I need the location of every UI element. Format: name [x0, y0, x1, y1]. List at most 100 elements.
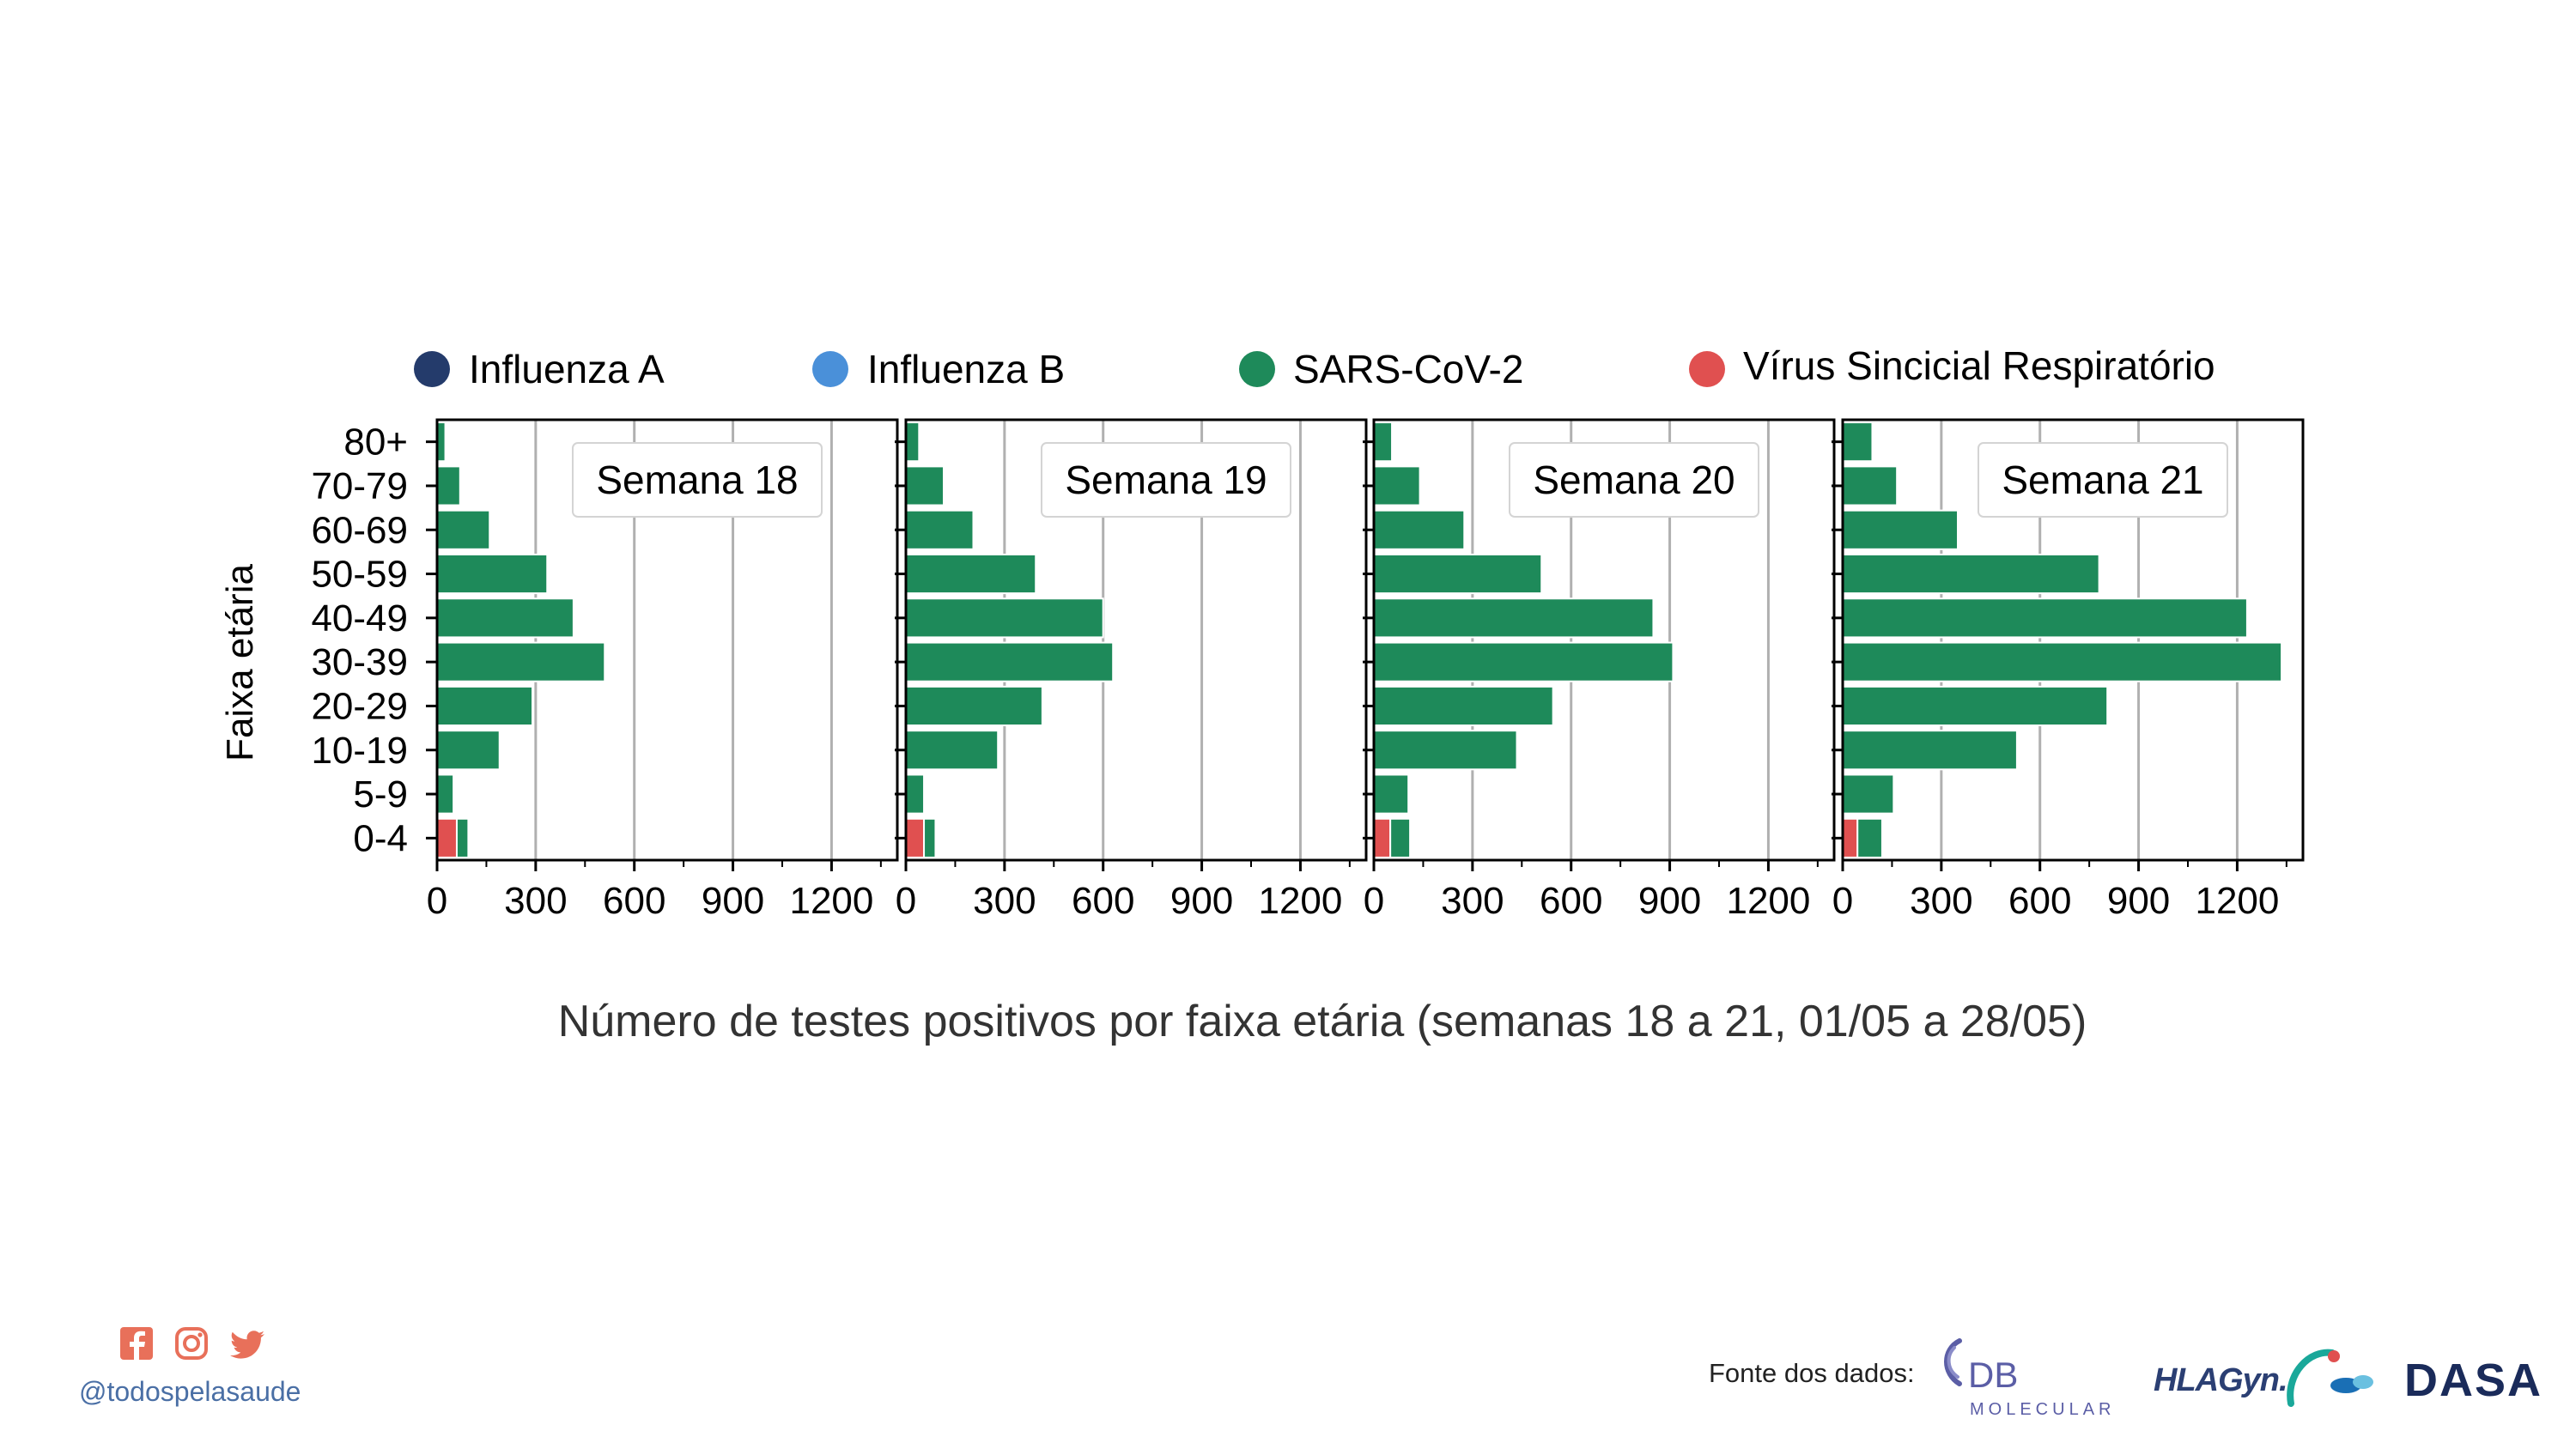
x-tick-label: 0	[1364, 880, 1384, 922]
data-sources: Fonte dos dados: DB MOLECULAR HLAGyn. DA…	[1709, 1338, 2541, 1419]
chart-panels: 0 300 600 900 1200 0-45-910-1920-2930-3940-49…	[311, 418, 2305, 922]
bar-sars-cov-2-20-29	[1373, 685, 1554, 727]
bar-sars-cov-2-30-39	[905, 641, 1115, 682]
bar-vsr-0-4	[1842, 817, 1859, 858]
bar-sars-cov-2-60-69	[1842, 509, 1959, 550]
x-tick-label: 300	[504, 880, 567, 922]
social-links: @todospelasaude	[79, 1327, 301, 1407]
legend-label-vsr: Vírus Sincicial Respiratório	[1743, 343, 2215, 388]
legend: Influenza A Influenza B SARS-CoV-2 Vírus…	[414, 343, 2215, 391]
hlagyn-logo: HLAGyn.	[2154, 1349, 2373, 1407]
bar-sars-cov-2-50-59	[905, 553, 1037, 595]
bar-vsr-0-4	[436, 817, 458, 858]
bar-sars-cov-2-30-39	[436, 641, 606, 682]
y-tick-label: 40-49	[311, 597, 408, 640]
bar-sars-cov-2-10-19	[1842, 730, 2018, 771]
bar-sars-cov-2-30-39	[1842, 641, 2283, 682]
hlagyn-logo-text: HLAGyn.	[2154, 1362, 2287, 1398]
source-label: Fonte dos dados:	[1709, 1358, 1915, 1388]
bar-sars-cov-2-20-29	[905, 685, 1043, 727]
y-tick-label: 10-19	[311, 730, 408, 772]
legend-label-influenza-b: Influenza B	[867, 347, 1065, 391]
bar-sars-cov-2-50-59	[1842, 553, 2100, 595]
panel-title-box	[1509, 442, 1759, 518]
x-tick-label: 0	[896, 880, 916, 922]
y-tick-label: 30-39	[311, 641, 408, 683]
bar-sars-cov-2-50-59	[436, 553, 549, 595]
panel-title: Semana 21	[2002, 458, 2203, 502]
dasa-logo: DASA	[2404, 1355, 2541, 1406]
x-tick-label: 300	[973, 880, 1036, 922]
bar-sars-cov-2-20-29	[1842, 685, 2109, 727]
bar-sars-cov-2-10-19	[436, 730, 501, 771]
twitter-icon[interactable]	[230, 1331, 264, 1359]
y-tick-label: 60-69	[311, 509, 408, 551]
db-logo-main: DB	[1968, 1355, 2018, 1395]
legend-label-influenza-a: Influenza A	[469, 347, 665, 391]
legend-marker-sars-cov-2	[1239, 351, 1275, 387]
bar-sars-cov-2-30-39	[1373, 641, 1674, 682]
bar-sars-cov-2-40-49	[436, 597, 574, 639]
bar-sars-cov-2-10-19	[905, 730, 999, 771]
bar-sars-cov-2-5-9	[1373, 773, 1410, 815]
x-tick-label: 1200	[789, 880, 873, 922]
x-tick-label: 900	[2107, 880, 2170, 922]
panel-title: Semana 20	[1533, 458, 1735, 502]
bar-sars-cov-2-20-29	[436, 685, 534, 727]
y-tick-label: 0-4	[353, 817, 408, 859]
bar-sars-cov-2-80+	[1373, 421, 1394, 463]
bar-sars-cov-2-60-69	[436, 509, 491, 550]
y-tick-label: 5-9	[353, 773, 408, 815]
bar-sars-cov-2-0-4	[1856, 817, 1883, 858]
x-tick-label: 0	[1832, 880, 1853, 922]
bar-sars-cov-2-5-9	[905, 773, 926, 815]
bar-sars-cov-2-70-79	[905, 465, 945, 506]
bar-sars-cov-2-40-49	[905, 597, 1104, 639]
panel-title: Semana 19	[1065, 458, 1267, 502]
panel-title-box	[572, 442, 823, 518]
x-tick-label: 900	[1170, 880, 1233, 922]
bar-sars-cov-2-0-4	[1389, 817, 1412, 858]
figure-caption: Número de testes positivos por faixa etá…	[558, 997, 2087, 1046]
plot-frame	[1841, 418, 2305, 862]
bar-sars-cov-2-0-4	[455, 817, 470, 858]
x-tick-label: 600	[603, 880, 665, 922]
y-tick-label: 50-59	[311, 554, 408, 596]
bar-sars-cov-2-5-9	[1842, 773, 1895, 815]
bar-vsr-0-4	[905, 817, 926, 858]
bar-sars-cov-2-0-4	[923, 817, 937, 858]
x-tick-label: 600	[2008, 880, 2071, 922]
bar-sars-cov-2-50-59	[1373, 553, 1543, 595]
x-tick-label: 600	[1072, 880, 1134, 922]
plot-frame	[1372, 418, 1836, 862]
y-tick-label: 70-79	[311, 465, 408, 507]
bar-sars-cov-2-40-49	[1842, 597, 2248, 639]
chart-panel-2: 0 300 600 900 1200 Semana 19	[895, 418, 1368, 922]
chart-panel-1: 0 300 600 900 1200 0-45-910-1920-2930-3940-49…	[311, 418, 899, 922]
bar-sars-cov-2-60-69	[905, 509, 975, 550]
bar-sars-cov-2-70-79	[1842, 465, 1899, 506]
y-axis-label: Faixa etária	[219, 564, 261, 761]
bar-sars-cov-2-70-79	[1373, 465, 1421, 506]
legend-item-sars-cov-2: SARS-CoV-2	[1239, 347, 1523, 391]
bar-vsr-0-4	[1373, 817, 1392, 858]
db-molecular-logo: DB MOLECULAR	[1944, 1338, 2111, 1419]
x-tick-label: 300	[1910, 880, 1972, 922]
legend-marker-influenza-a	[414, 351, 450, 387]
legend-marker-vsr	[1689, 351, 1725, 387]
instagram-icon[interactable]	[175, 1327, 208, 1360]
legend-marker-influenza-b	[812, 351, 848, 387]
panel-title: Semana 18	[596, 458, 798, 502]
bar-sars-cov-2-80+	[905, 421, 920, 463]
bar-sars-cov-2-10-19	[1373, 730, 1518, 771]
chart-panel-4: 0 300 600 900 1200 Semana 21	[1832, 418, 2305, 922]
x-tick-label: 1200	[1258, 880, 1342, 922]
plot-frame	[435, 418, 899, 862]
bar-sars-cov-2-80+	[1842, 421, 1874, 463]
facebook-icon[interactable]	[120, 1327, 153, 1360]
legend-item-influenza-b: Influenza B	[812, 347, 1065, 391]
social-handle[interactable]: @todospelasaude	[79, 1376, 301, 1407]
bar-sars-cov-2-5-9	[436, 773, 455, 815]
x-tick-label: 900	[1638, 880, 1701, 922]
